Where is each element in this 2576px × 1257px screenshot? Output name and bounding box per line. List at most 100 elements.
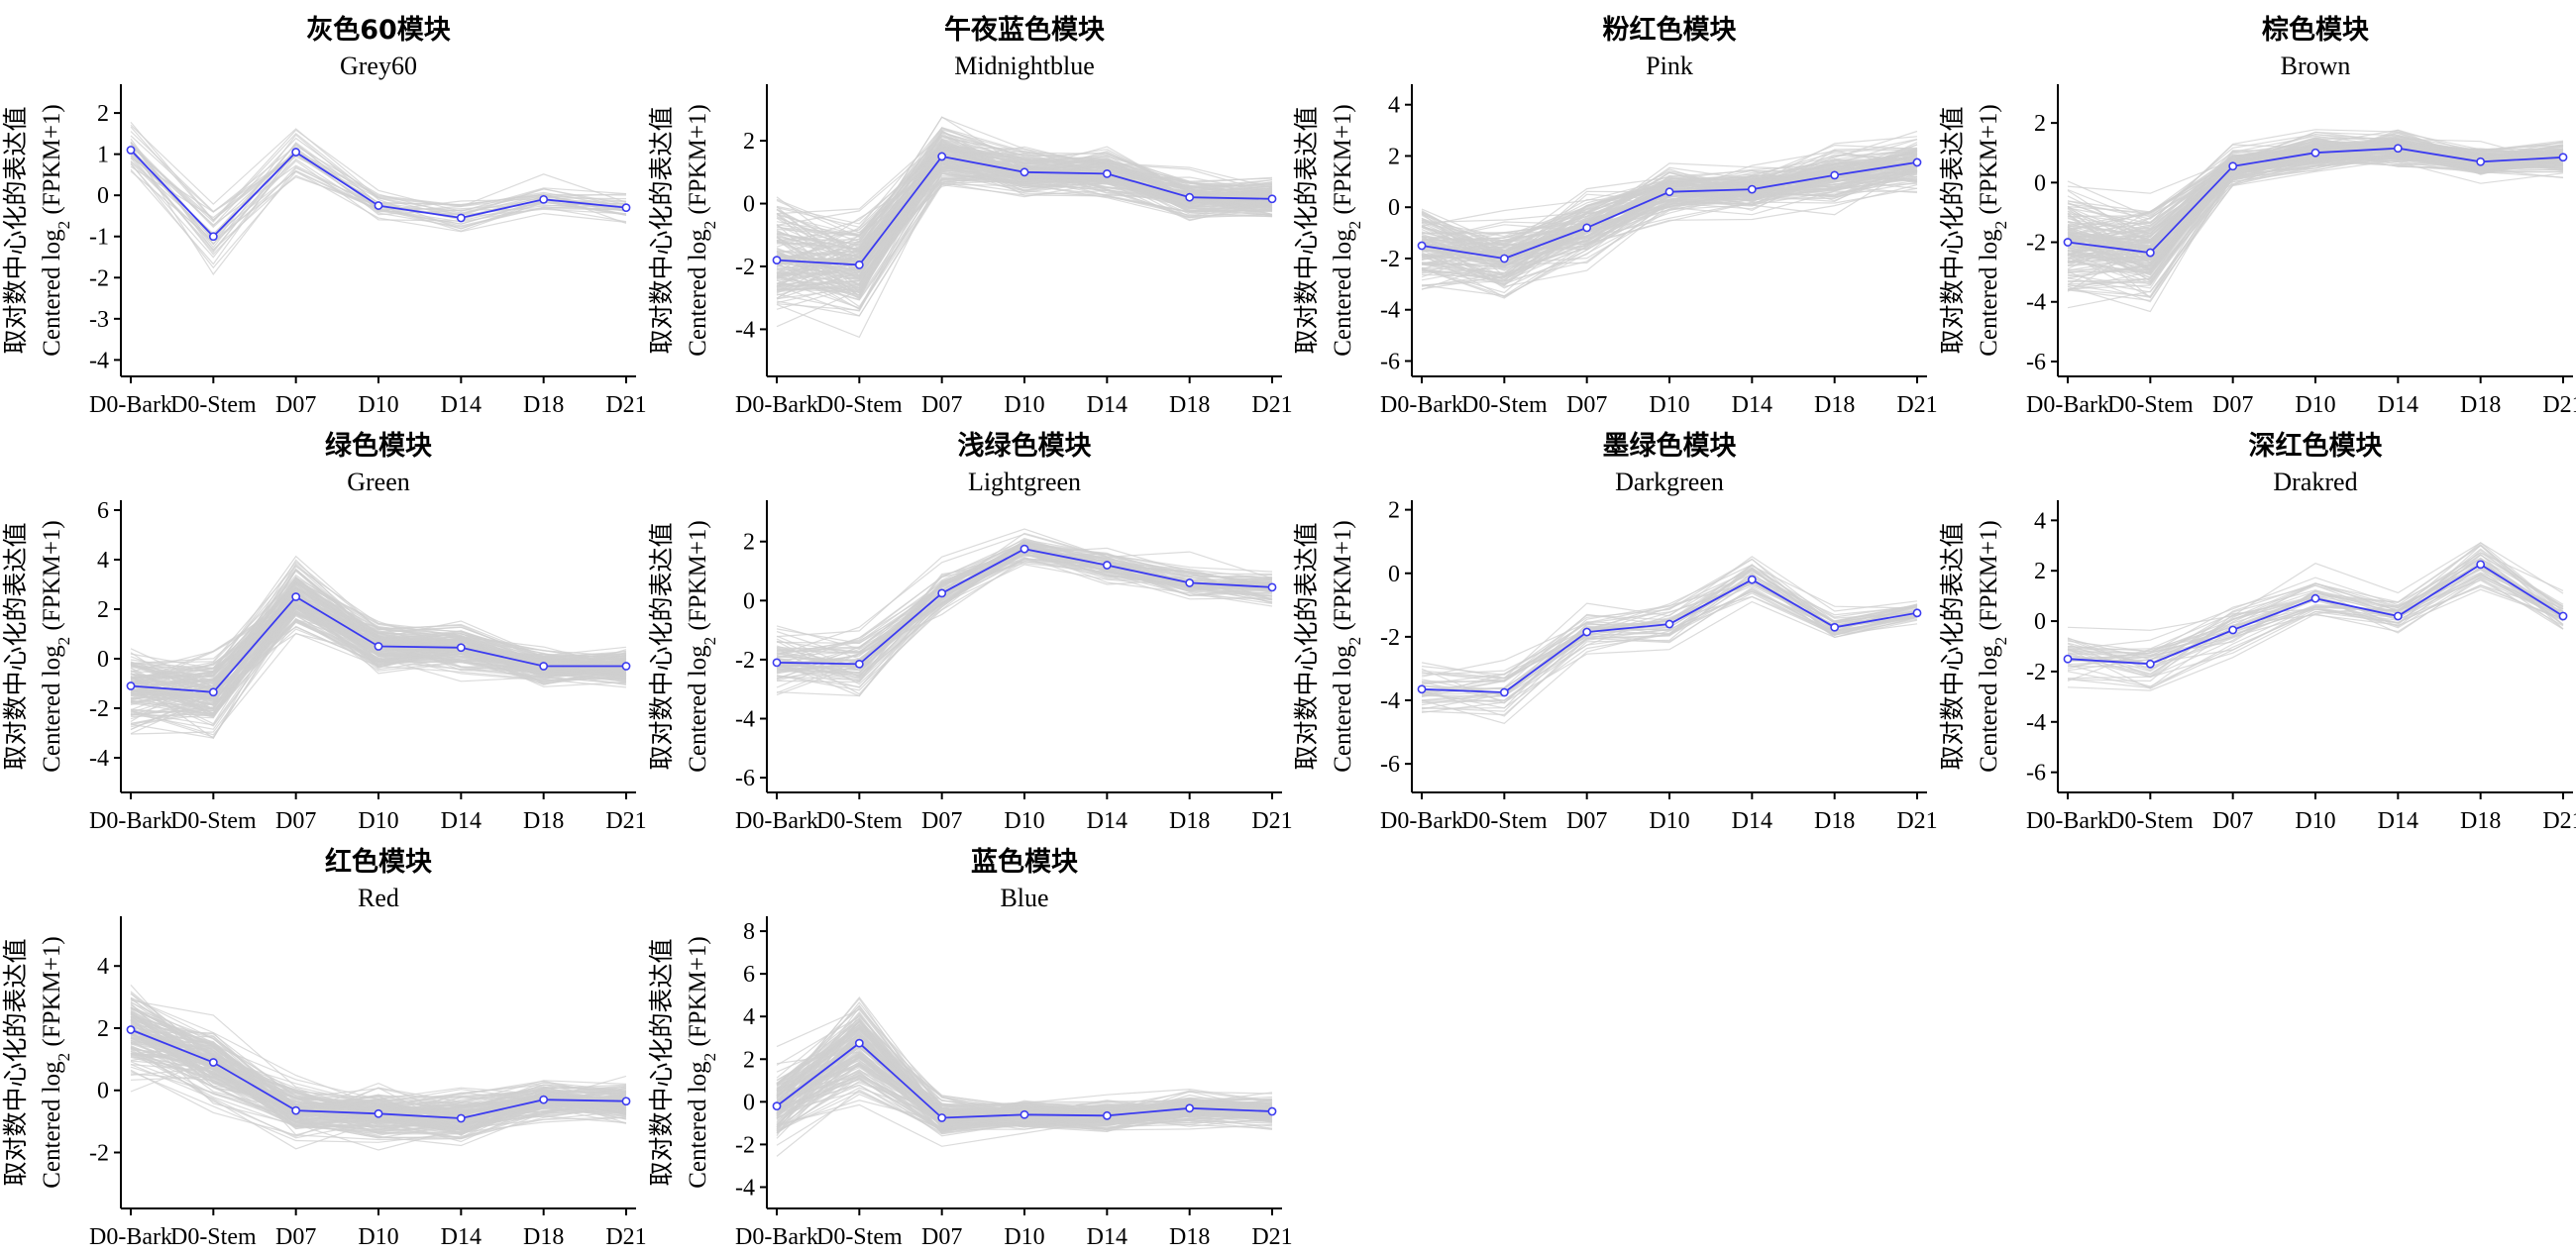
- x-tick-label: D10: [358, 808, 398, 834]
- x-tick-label: D10: [358, 392, 398, 418]
- y-axis-label-en: Centered log2 (FPKM+1): [1976, 104, 2010, 357]
- mean-point: [456, 643, 466, 653]
- mean-point: [1417, 241, 1427, 251]
- background-line: [1421, 182, 1918, 264]
- mean-point: [2145, 659, 2155, 669]
- panel-title-cn: 红色模块: [325, 846, 433, 878]
- mean-point: [1020, 544, 1029, 554]
- mean-point: [1912, 608, 1922, 618]
- x-tick-label: D21: [1251, 1224, 1292, 1250]
- y-axis-label-cn: 取对数中心化的表达值: [1292, 106, 1321, 354]
- x-tick-label: D18: [523, 808, 564, 834]
- y-tick-label: -2: [2026, 231, 2046, 257]
- x-tick-label: D0-Stem: [170, 392, 257, 418]
- y-axis-label-main: Centered log: [39, 1061, 65, 1189]
- y-axis-label-cn: 取对数中心化的表达值: [1, 938, 30, 1186]
- background-lines: [2067, 542, 2564, 691]
- y-axis-label-unit: (FPKM+1): [1976, 104, 2002, 221]
- y-tick-label: -4: [89, 348, 109, 373]
- y-axis-label-en: Centered log2 (FPKM+1): [1976, 520, 2010, 773]
- mean-point: [2145, 248, 2155, 258]
- background-line: [1421, 580, 1918, 710]
- y-axis-label-unit: (FPKM+1): [1330, 104, 1356, 221]
- x-tick-label: D10: [1004, 808, 1044, 834]
- x-tick-label: D0-Bark: [89, 808, 172, 834]
- y-axis-label-subscript: 2: [700, 221, 719, 230]
- mean-point: [1267, 1106, 1277, 1116]
- y-axis-label-subscript: 2: [1991, 637, 2010, 646]
- background-lines: [776, 996, 1273, 1157]
- y-tick-label: 1: [97, 143, 109, 168]
- mean-point: [854, 1038, 864, 1048]
- y-tick-label: 2: [2034, 111, 2046, 137]
- y-tick-label: -2: [1380, 247, 1400, 272]
- background-line: [1421, 153, 1918, 278]
- x-tick-label: D14: [1732, 392, 1772, 418]
- y-tick-label: -4: [735, 707, 755, 733]
- background-lines: [776, 116, 1273, 339]
- mean-point: [2476, 157, 2486, 166]
- mean-point: [126, 146, 136, 155]
- background-line: [2067, 152, 2564, 275]
- background-line: [776, 541, 1273, 680]
- y-axis-label-main: Centered log: [1330, 645, 1356, 773]
- y-tick-label: 2: [97, 101, 109, 127]
- y-axis-label-main: Centered log: [1330, 229, 1356, 357]
- y-axis-label-unit: (FPKM+1): [39, 936, 65, 1053]
- x-tick-label: D14: [1087, 1224, 1127, 1250]
- y-tick-label: 0: [1388, 562, 1400, 587]
- y-axis-label-cn: 取对数中心化的表达值: [1292, 522, 1321, 770]
- y-tick-label: 6: [97, 498, 109, 524]
- panel-title-cn: 棕色模块: [2262, 14, 2370, 46]
- background-line: [776, 553, 1273, 650]
- mean-point: [1185, 1103, 1195, 1113]
- x-tick-label: D0-Stem: [1461, 808, 1548, 834]
- panel-title-en: Darkgreen: [1615, 468, 1724, 496]
- y-tick-label: 2: [743, 1047, 755, 1073]
- panel-title-cn: 午夜蓝色模块: [944, 14, 1106, 46]
- mean-point: [1102, 169, 1112, 178]
- y-axis-label-unit: (FPKM+1): [685, 936, 711, 1053]
- mean-point: [374, 1108, 383, 1118]
- x-tick-label: D21: [605, 392, 646, 418]
- background-line: [776, 1027, 1273, 1131]
- x-tick-label: D07: [921, 1224, 962, 1250]
- background-line: [1421, 167, 1918, 287]
- x-tick-label: D0-Stem: [816, 808, 903, 834]
- y-tick-label: -2: [89, 265, 109, 291]
- y-tick-label: 2: [2034, 559, 2046, 584]
- y-tick-label: -2: [735, 255, 755, 280]
- mean-point: [1102, 561, 1112, 570]
- y-tick-label: -2: [1380, 625, 1400, 651]
- mean-point: [937, 152, 947, 161]
- x-tick-label: D21: [2542, 808, 2576, 834]
- y-tick-label: 4: [743, 1004, 755, 1030]
- x-tick-label: D0-Stem: [816, 1224, 903, 1250]
- x-tick-label: D21: [605, 1224, 646, 1250]
- y-tick-label: 0: [743, 192, 755, 218]
- background-line: [1421, 136, 1918, 224]
- x-tick-label: D14: [441, 392, 482, 418]
- background-line: [776, 127, 1273, 228]
- y-axis-label-en: Centered log2 (FPKM+1): [685, 936, 719, 1189]
- panel-title-en: Pink: [1646, 52, 1693, 80]
- mean-point: [2310, 148, 2320, 157]
- background-line: [2067, 557, 2564, 656]
- background-line: [1421, 155, 1918, 242]
- mean-point: [1664, 619, 1674, 629]
- y-axis-label-subscript: 2: [1991, 221, 2010, 230]
- y-axis-label-subscript: 2: [1345, 637, 1364, 646]
- mean-point: [2228, 161, 2238, 171]
- x-tick-label: D14: [2378, 392, 2418, 418]
- x-tick-label: D07: [2212, 808, 2253, 834]
- mean-point: [621, 203, 631, 213]
- y-tick-label: 4: [2034, 508, 2046, 534]
- background-line: [776, 1103, 1273, 1147]
- y-tick-label: -4: [89, 746, 109, 772]
- background-line: [2067, 572, 2564, 660]
- y-axis-label-en: Centered log2 (FPKM+1): [685, 520, 719, 773]
